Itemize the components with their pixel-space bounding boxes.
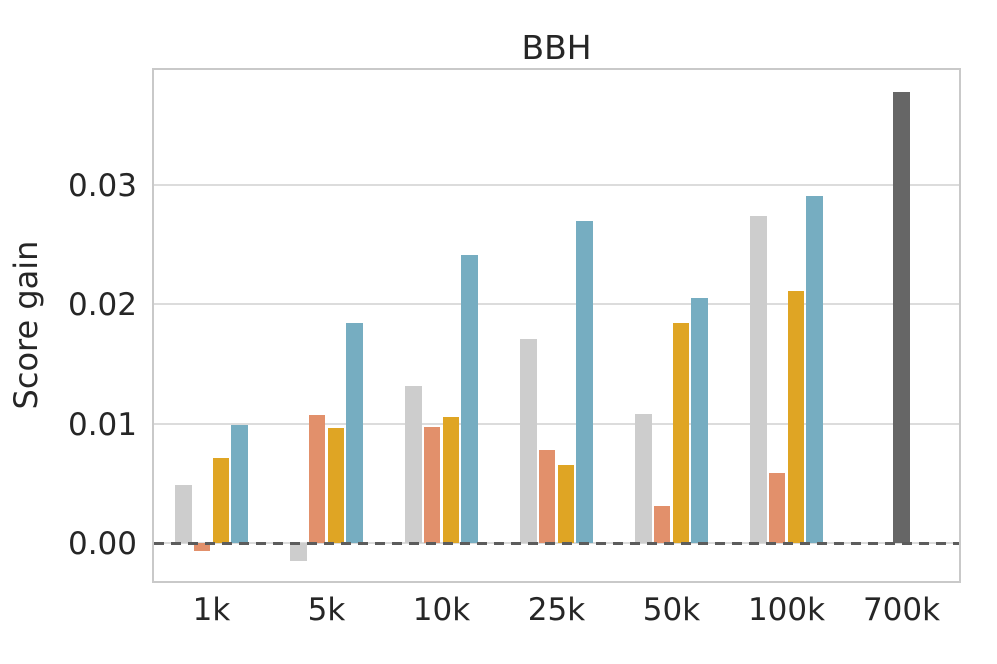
y-tick-label-0.02: 0.02: [67, 287, 137, 324]
gridline-0.03: [154, 184, 959, 187]
y-tick-label-0.00: 0.00: [67, 526, 137, 562]
gridline-0.02: [154, 303, 959, 306]
bar-5k-gray: [290, 543, 307, 561]
bar-1k-blue: [231, 424, 248, 543]
bar-10k-gold: [442, 416, 460, 543]
bar-5k-orange: [308, 415, 326, 543]
y-tick-label-0.01: 0.01: [67, 406, 137, 443]
bar-10k-gray: [405, 385, 422, 543]
bar-100k-orange: [768, 472, 786, 543]
bar-1k-gold: [212, 458, 230, 543]
x-tick-label-100k: 100k: [747, 592, 826, 628]
bar-10k-blue: [461, 255, 478, 543]
bar-25k-gold: [557, 465, 575, 543]
bar-25k-blue: [576, 220, 593, 543]
bar-10k-orange: [423, 427, 441, 543]
bar-5k-gold: [327, 428, 345, 543]
x-tick-label-25k: 25k: [527, 592, 586, 628]
bar-100k-gray: [750, 216, 767, 543]
plot-area: [152, 68, 961, 583]
bar-100k-blue: [806, 195, 823, 543]
x-tick-label-10k: 10k: [412, 592, 471, 628]
bar-25k-gray: [520, 338, 537, 543]
zero-dashed-line: [154, 542, 959, 545]
y-tick-label-0.03: 0.03: [67, 168, 137, 205]
bar-100k-gold: [787, 291, 805, 543]
bar-50k-gold: [672, 323, 690, 543]
bar-50k-gray: [635, 414, 652, 543]
gridline-0.01: [154, 422, 959, 425]
x-tick-label-1k: 1k: [192, 592, 231, 628]
bar-1k-orange: [193, 543, 211, 552]
y-axis-label: Score gain: [7, 240, 45, 410]
x-tick-label-700k: 700k: [862, 592, 941, 628]
chart-title: BBH: [521, 28, 592, 67]
bar-50k-orange: [653, 506, 671, 543]
bar-50k-blue: [691, 298, 708, 543]
bar-25k-orange: [538, 449, 556, 543]
bar-5k-blue: [346, 323, 363, 543]
x-tick-label-50k: 50k: [642, 592, 701, 628]
x-tick-label-5k: 5k: [307, 592, 346, 628]
bar-700k-dark-gray: [893, 92, 910, 543]
bar-1k-gray: [175, 484, 192, 543]
